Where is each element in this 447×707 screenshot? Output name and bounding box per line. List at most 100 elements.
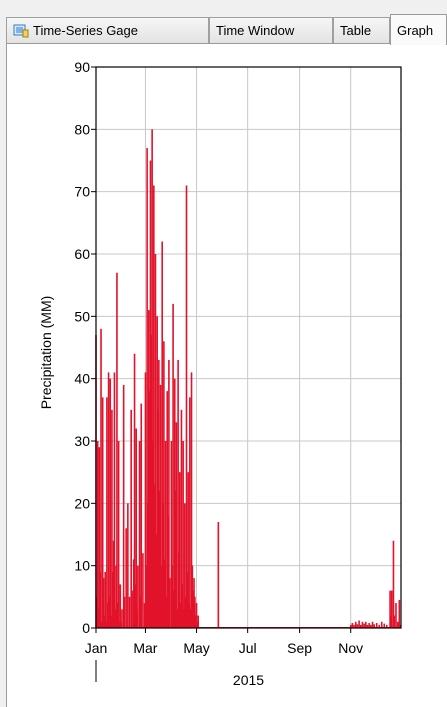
precip-bar <box>378 624 381 628</box>
precip-bar <box>172 303 174 628</box>
x-tick-label: Sep <box>287 640 312 656</box>
graph-panel <box>6 43 447 707</box>
precip-bar <box>163 559 166 628</box>
precip-bar <box>98 447 101 628</box>
precip-bar <box>188 603 190 628</box>
precip-bar <box>153 484 156 628</box>
precip-bar <box>354 621 357 628</box>
y-tick-label: 20 <box>74 495 90 511</box>
precip-bar <box>375 623 378 628</box>
tab-label: Graph <box>397 22 434 38</box>
x-tick-label: Jul <box>239 640 257 656</box>
precip-bar <box>155 534 158 628</box>
precip-bar <box>383 623 386 628</box>
precip-bar <box>115 565 117 628</box>
precip-bar <box>180 409 183 628</box>
gage-icon <box>13 24 29 37</box>
tab-table[interactable]: Table <box>333 17 390 43</box>
y-tick-label: 40 <box>74 371 90 387</box>
y-tick-label: 80 <box>74 121 90 137</box>
precip-bar <box>107 372 110 628</box>
tab-time-series-gage[interactable]: Time-Series Gage <box>6 17 209 43</box>
precip-bar <box>140 403 143 628</box>
x-axis-ticks: Jan Mar May Jul Sep Nov <box>85 628 363 656</box>
precip-bar <box>189 609 192 628</box>
tab-bar: Time-Series Gage Time Window Table Graph <box>0 0 447 45</box>
precip-bar <box>353 624 355 628</box>
precip-bar <box>178 472 181 628</box>
precip-bar <box>160 565 163 628</box>
precip-bar <box>389 590 391 628</box>
precip-bar <box>105 621 107 628</box>
precip-bar <box>184 596 187 628</box>
precip-bar <box>154 254 157 628</box>
precip-bar <box>349 624 352 628</box>
precip-bar <box>137 565 139 628</box>
precip-bar <box>100 328 102 628</box>
x-tick-label: May <box>183 640 209 656</box>
precip-bar <box>183 609 185 628</box>
precip-bar <box>97 609 100 628</box>
precip-bar <box>111 571 114 628</box>
y-axis-ticks: 0 10 20 30 40 50 60 70 80 90 <box>74 59 96 636</box>
x-tick-label: Jan <box>85 640 108 656</box>
precip-bar <box>96 441 99 628</box>
tab-label: Time-Series Gage <box>33 23 138 38</box>
precip-bar <box>112 540 115 628</box>
precip-bar <box>368 623 370 628</box>
precip-bar <box>179 603 182 628</box>
precip-bar <box>385 624 388 628</box>
precip-bar <box>178 553 180 628</box>
plot-frame <box>95 66 402 629</box>
precip-bar <box>193 578 195 628</box>
precip-bar <box>133 353 136 628</box>
precip-bar <box>191 565 194 628</box>
precip-bar <box>102 578 105 628</box>
precip-bar <box>120 621 122 628</box>
precip-bar <box>192 590 194 628</box>
precip-bar <box>397 624 400 628</box>
precip-bar <box>171 565 174 628</box>
x-tick-label: Mar <box>133 640 157 656</box>
precip-bar <box>153 185 155 628</box>
precip-bar <box>177 359 179 628</box>
precip-bar <box>119 584 122 628</box>
precip-bar <box>108 596 111 628</box>
precip-bar <box>356 624 359 628</box>
precip-bar <box>181 584 184 628</box>
y-axis-label: Precipitation (MM) <box>38 296 54 410</box>
precip-bar <box>157 409 159 628</box>
precip-bar <box>163 341 165 628</box>
precip-bar <box>164 441 167 628</box>
precip-bar <box>106 397 108 628</box>
precip-bar <box>143 603 146 628</box>
precip-bar <box>125 528 127 628</box>
precip-bar <box>173 378 176 628</box>
precip-bar <box>396 621 399 628</box>
precip-bar <box>130 409 132 628</box>
y-tick-label: 30 <box>74 433 90 449</box>
precip-bar <box>168 578 171 628</box>
tab-time-window[interactable]: Time Window <box>209 17 333 43</box>
precip-bar <box>366 624 369 628</box>
precip-bar <box>122 384 125 628</box>
tab-graph[interactable]: Graph <box>390 14 447 45</box>
precip-bar <box>371 621 374 628</box>
precip-bar <box>110 615 112 628</box>
precip-bar <box>149 160 152 628</box>
y-tick-label: 10 <box>74 558 90 574</box>
precip-bar <box>116 272 118 628</box>
precip-bar <box>380 621 383 628</box>
precip-bar <box>351 623 354 628</box>
precip-bar <box>197 615 200 628</box>
precip-bar <box>101 621 103 628</box>
precip-bar <box>96 596 98 628</box>
precip-bar <box>358 620 360 628</box>
precip-bar <box>161 241 163 629</box>
precip-bar <box>136 609 138 628</box>
precip-bar <box>104 571 107 628</box>
precip-bar <box>128 596 131 628</box>
precip-bar <box>168 359 170 628</box>
precip-bar <box>127 503 129 628</box>
